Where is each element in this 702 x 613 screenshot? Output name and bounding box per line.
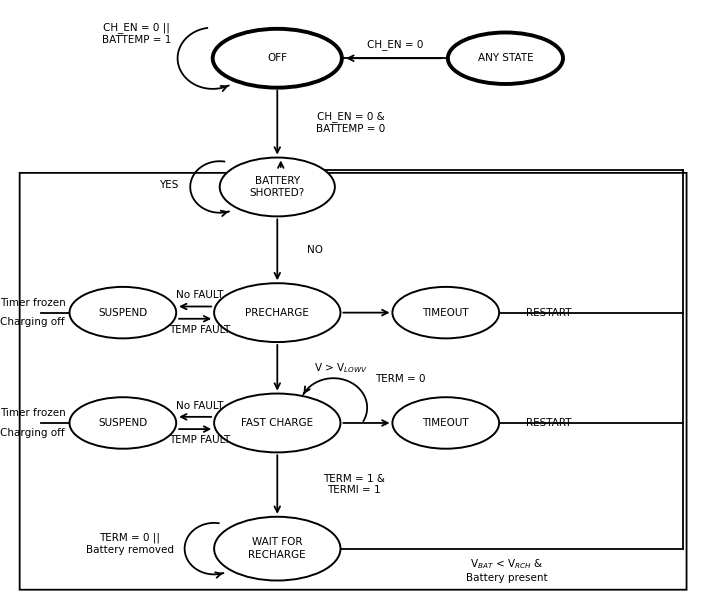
- Ellipse shape: [69, 397, 176, 449]
- Text: No FAULT: No FAULT: [176, 401, 224, 411]
- Text: BATTERY
SHORTED?: BATTERY SHORTED?: [250, 176, 305, 198]
- Text: CH_EN = 0 &
BATTEMP = 0: CH_EN = 0 & BATTEMP = 0: [316, 112, 385, 134]
- Text: ANY STATE: ANY STATE: [477, 53, 534, 63]
- Text: TERM = 0: TERM = 0: [375, 374, 425, 384]
- Text: OFF: OFF: [267, 53, 287, 63]
- Text: TEMP FAULT: TEMP FAULT: [169, 435, 231, 445]
- Text: RESTART: RESTART: [526, 308, 571, 318]
- Text: FAST CHARGE: FAST CHARGE: [241, 418, 313, 428]
- Text: V > V$_{LOWV}$: V > V$_{LOWV}$: [314, 361, 368, 375]
- Ellipse shape: [448, 32, 563, 84]
- Text: CH_EN = 0: CH_EN = 0: [366, 39, 423, 50]
- Text: CH_EN = 0 ||
BATTEMP = 1: CH_EN = 0 || BATTEMP = 1: [102, 23, 171, 45]
- Text: WAIT FOR
RECHARGE: WAIT FOR RECHARGE: [249, 538, 306, 560]
- Text: TERM = 0 ||
Battery removed: TERM = 0 || Battery removed: [86, 533, 174, 555]
- Text: PRECHARGE: PRECHARGE: [246, 308, 309, 318]
- Text: SUSPEND: SUSPEND: [98, 308, 147, 318]
- Text: V$_{BAT}$ < V$_{RCH}$ &
Battery present: V$_{BAT}$ < V$_{RCH}$ & Battery present: [465, 557, 548, 583]
- Text: TEMP FAULT: TEMP FAULT: [169, 325, 231, 335]
- Text: RESTART: RESTART: [526, 418, 571, 428]
- Text: No FAULT: No FAULT: [176, 291, 224, 300]
- Ellipse shape: [214, 517, 340, 581]
- Text: TIMEOUT: TIMEOUT: [423, 418, 469, 428]
- Text: NO: NO: [307, 245, 323, 255]
- Ellipse shape: [214, 283, 340, 342]
- Ellipse shape: [214, 394, 340, 452]
- Text: Timer frozen: Timer frozen: [0, 408, 66, 418]
- Ellipse shape: [392, 287, 499, 338]
- Text: TERM = 1 &
TERMI = 1: TERM = 1 & TERMI = 1: [323, 474, 385, 495]
- Ellipse shape: [213, 29, 342, 88]
- Ellipse shape: [392, 397, 499, 449]
- Text: Charging off: Charging off: [0, 318, 65, 327]
- Ellipse shape: [220, 158, 335, 216]
- Text: YES: YES: [159, 180, 178, 190]
- Text: SUSPEND: SUSPEND: [98, 418, 147, 428]
- Text: Timer frozen: Timer frozen: [0, 298, 66, 308]
- Ellipse shape: [69, 287, 176, 338]
- Text: Charging off: Charging off: [0, 428, 65, 438]
- Text: TIMEOUT: TIMEOUT: [423, 308, 469, 318]
